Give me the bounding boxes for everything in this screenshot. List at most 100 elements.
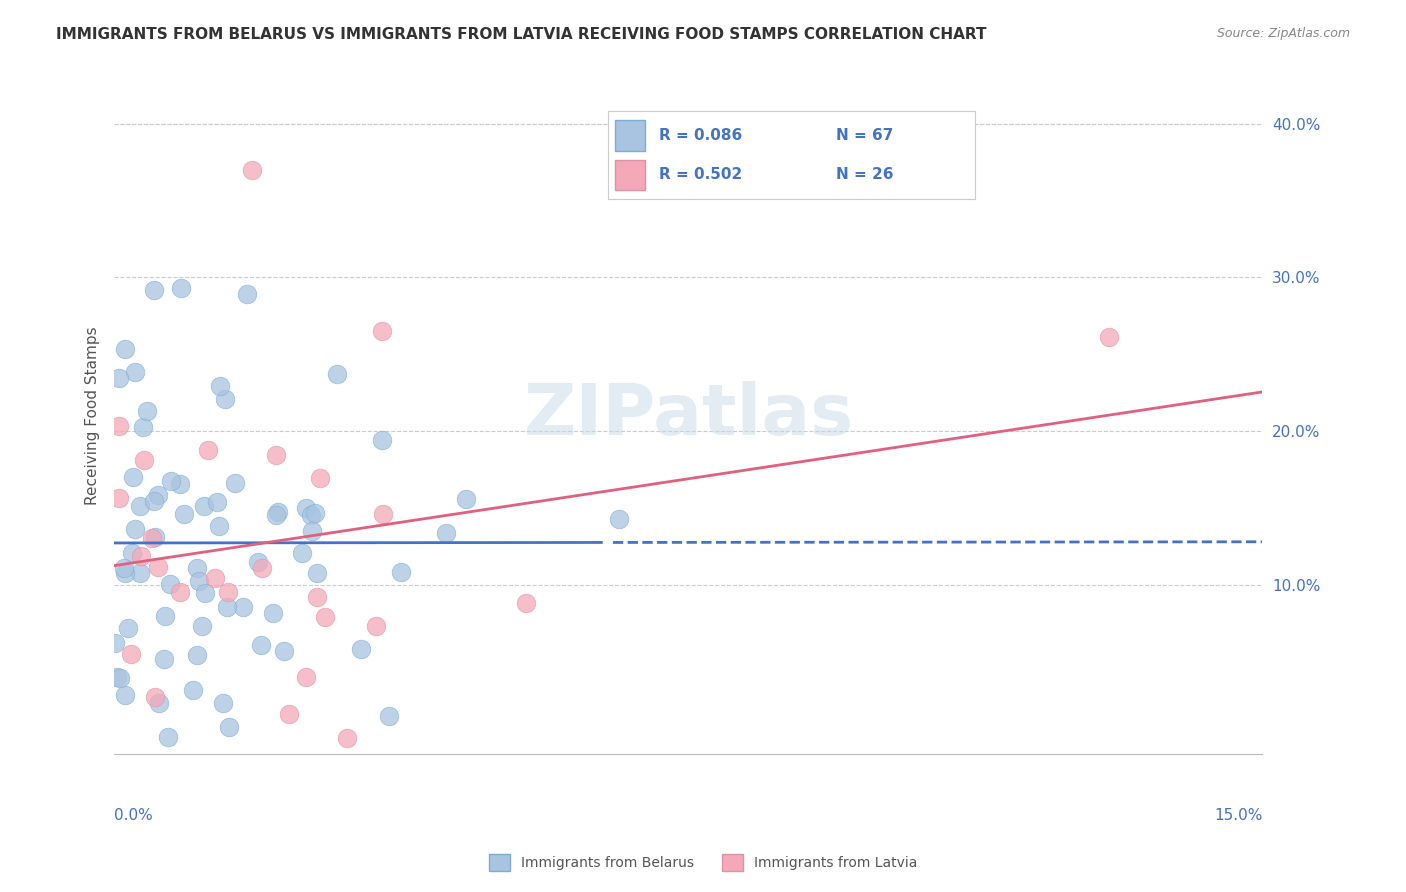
Point [136,404,159,418]
Point [217,584,239,599]
Point [160,474,183,488]
Text: IMMIGRANTS FROM BELARUS VS IMMIGRANTS FROM LATVIA RECEIVING FOOD STAMPS CORRELAT: IMMIGRANTS FROM BELARUS VS IMMIGRANTS FR… [56,27,987,42]
Point [266,448,288,462]
Y-axis label: Receiving Food Stamps: Receiving Food Stamps [86,326,100,505]
Point [262,607,284,621]
Point [104,635,127,649]
Point [371,324,394,338]
Point [121,546,143,560]
Point [212,697,235,711]
Point [143,494,166,508]
Point [112,560,135,574]
Point [247,555,270,569]
Point [378,708,401,723]
Point [434,525,457,540]
Point [143,690,166,705]
Point [114,688,136,702]
Point [107,370,129,384]
Point [204,571,226,585]
Point [277,707,299,722]
Point [194,585,217,599]
Point [371,508,394,522]
Point [146,560,169,574]
Point [108,418,131,433]
Point [305,566,328,581]
Point [299,508,322,522]
Point [295,501,318,516]
Point [1098,330,1121,344]
Point [371,433,394,447]
Point [128,499,150,513]
Point [250,561,273,575]
Point [214,392,236,406]
Point [232,600,254,615]
Text: 15.0%: 15.0% [1215,807,1263,822]
Point [208,519,231,533]
Point [350,642,373,657]
Point [515,596,537,610]
Point [305,590,328,604]
Point [236,287,259,301]
Point [295,669,318,683]
Point [148,697,170,711]
Point [105,669,128,683]
Point [197,443,219,458]
Point [224,476,246,491]
Point [187,574,209,588]
Point [108,491,131,505]
Point [120,647,142,661]
Text: 0.0%: 0.0% [114,807,153,822]
Point [291,546,314,560]
Point [170,281,193,295]
Point [208,379,231,393]
Point [191,619,214,633]
Point [143,530,166,544]
Point [309,471,332,485]
Point [389,565,412,579]
Point [264,508,287,522]
Point [607,512,630,526]
Point [186,648,208,662]
Point [124,365,146,379]
Point [148,488,170,502]
Point [218,720,240,734]
Point [364,618,387,632]
Text: ZIPatlas: ZIPatlas [523,381,853,450]
Point [114,342,136,356]
Point [301,524,323,538]
Point [114,566,136,580]
Point [173,507,195,521]
Point [267,505,290,519]
Point [169,477,191,491]
Text: Source: ZipAtlas.com: Source: ZipAtlas.com [1216,27,1350,40]
Point [326,368,349,382]
Point [153,609,176,624]
Point [108,671,131,685]
Point [314,610,336,624]
Point [205,495,228,509]
Point [186,561,208,575]
Legend: Immigrants from Belarus, Immigrants from Latvia: Immigrants from Belarus, Immigrants from… [484,848,922,876]
Point [183,683,205,698]
Point [156,731,179,745]
Point [142,283,165,297]
Point [159,577,181,591]
Point [217,599,239,614]
Point [153,651,176,665]
Point [456,491,478,506]
Point [336,731,359,746]
Point [124,522,146,536]
Point [240,162,263,177]
Point [193,499,215,513]
Point [132,453,155,467]
Point [128,566,150,581]
Point [273,644,295,658]
Point [131,549,153,563]
Point [169,585,191,599]
Point [304,506,326,520]
Point [250,638,273,652]
Point [122,469,145,483]
Point [117,621,139,635]
Point [141,531,163,545]
Point [132,420,155,434]
